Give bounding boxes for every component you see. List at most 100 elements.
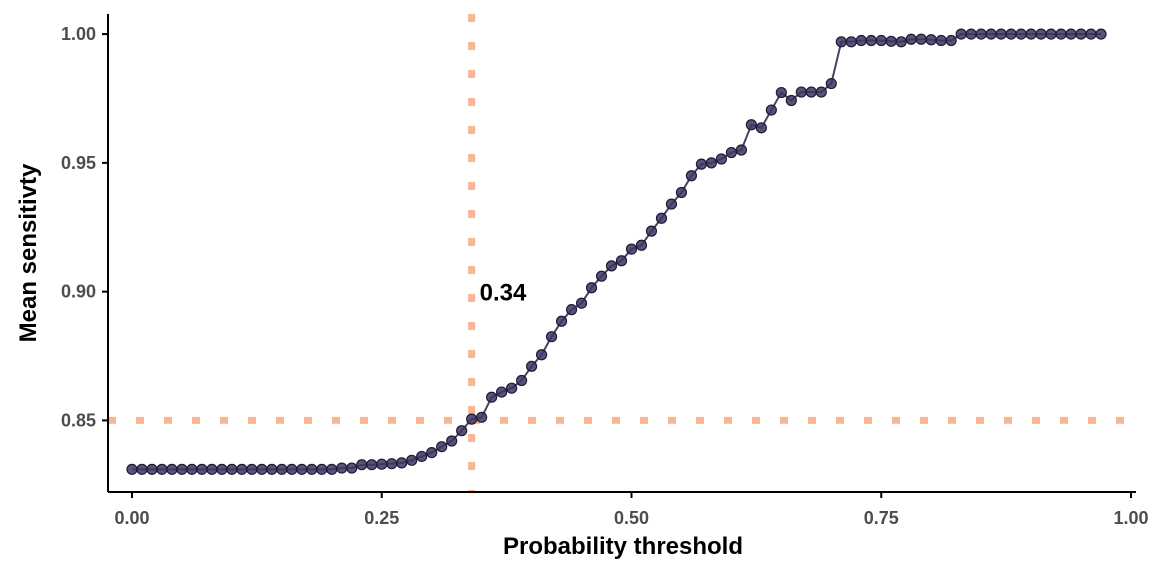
data-point: [715, 153, 728, 165]
data-point: [615, 255, 628, 267]
x-tick-label: 0.00: [114, 508, 149, 528]
data-point: [366, 459, 378, 471]
data-point: [895, 36, 907, 48]
data-point: [735, 144, 747, 156]
threshold-annotation: 0.34: [480, 280, 527, 307]
data-point: [486, 391, 498, 403]
data-point: [136, 463, 148, 475]
data-point: [336, 462, 348, 474]
data-point: [665, 198, 678, 210]
data-point: [785, 94, 797, 107]
data-point: [436, 441, 448, 453]
x-tick-label: 0.25: [364, 508, 399, 528]
data-point: [186, 463, 198, 475]
data-point: [1085, 28, 1097, 40]
data-point: [515, 374, 528, 387]
data-point: [865, 34, 877, 47]
data-point: [286, 463, 298, 475]
data-point: [975, 28, 987, 40]
data-point: [346, 462, 358, 474]
data-point: [496, 386, 508, 398]
data-point: [206, 463, 218, 475]
y-tick-label: 0.85: [61, 410, 96, 430]
data-point: [985, 28, 997, 40]
data-point: [805, 86, 817, 98]
data-point: [426, 447, 438, 459]
data-point: [755, 122, 767, 134]
reference-lines: [108, 14, 1136, 492]
y-tick-label: 0.90: [61, 282, 96, 302]
data-point: [506, 382, 518, 394]
axes: 0.00 0.25 0.50 0.75 1.00 0.85 0.90 0.95 1.00: [61, 14, 1149, 528]
data-point: [545, 331, 558, 343]
data-point: [446, 435, 458, 447]
data-point: [326, 463, 338, 475]
data-point: [765, 104, 777, 116]
data-point: [1095, 28, 1107, 40]
y-axis-ticks: 0.85 0.90 0.95 1.00: [61, 24, 108, 430]
data-point: [466, 413, 478, 425]
data-point: [885, 35, 897, 47]
x-tick-label: 1.00: [1113, 508, 1148, 528]
data-point: [376, 458, 388, 470]
data-point: [236, 463, 248, 475]
data-point: [1035, 28, 1047, 40]
x-tick-label: 0.50: [614, 508, 649, 528]
data-point: [815, 86, 827, 98]
data-point: [126, 463, 138, 475]
data-point: [575, 297, 588, 309]
data-point: [476, 411, 488, 423]
data-point: [555, 315, 568, 327]
x-axis-ticks: 0.00 0.25 0.50 0.75 1.00: [114, 492, 1149, 528]
data-point: [456, 425, 468, 437]
data-point: [585, 282, 598, 294]
data-point: [196, 463, 208, 475]
data-point: [306, 463, 318, 475]
data-point: [276, 463, 288, 475]
data-point: [875, 34, 887, 47]
data-point: [835, 36, 847, 48]
data-point: [855, 34, 867, 47]
y-axis-title: Mean sensitivty: [15, 163, 42, 342]
series-layer: [126, 28, 1107, 475]
data-point: [226, 463, 238, 475]
data-point: [356, 459, 368, 471]
data-points: [126, 28, 1107, 475]
data-point: [525, 360, 538, 372]
data-point: [1065, 28, 1077, 40]
data-point: [1055, 28, 1067, 40]
x-tick-label: 0.75: [864, 508, 899, 528]
data-point: [406, 454, 418, 466]
data-point: [386, 458, 398, 470]
data-point: [915, 33, 927, 45]
data-point: [845, 36, 857, 48]
data-point: [595, 270, 608, 282]
data-point: [1045, 28, 1057, 40]
data-point: [645, 225, 658, 237]
data-point: [775, 86, 787, 99]
data-point: [156, 463, 168, 475]
data-point: [296, 463, 308, 475]
data-point: [1015, 28, 1027, 40]
data-point: [905, 33, 917, 45]
data-point: [945, 34, 957, 47]
data-point: [1075, 28, 1087, 40]
data-point: [1005, 28, 1017, 40]
data-point: [725, 146, 737, 159]
data-point: [146, 463, 158, 475]
data-point: [216, 463, 228, 475]
data-point: [825, 77, 837, 90]
data-point: [745, 119, 757, 131]
data-point: [625, 243, 638, 255]
x-axis-title: Probability threshold: [503, 533, 743, 560]
data-point: [965, 28, 977, 40]
data-point: [1025, 28, 1037, 40]
data-point: [695, 158, 708, 170]
data-point: [675, 186, 688, 199]
y-tick-label: 0.95: [61, 153, 96, 173]
data-point: [176, 463, 188, 475]
data-point: [795, 86, 807, 98]
data-point: [605, 260, 618, 272]
annotations: 0.34: [480, 280, 527, 307]
